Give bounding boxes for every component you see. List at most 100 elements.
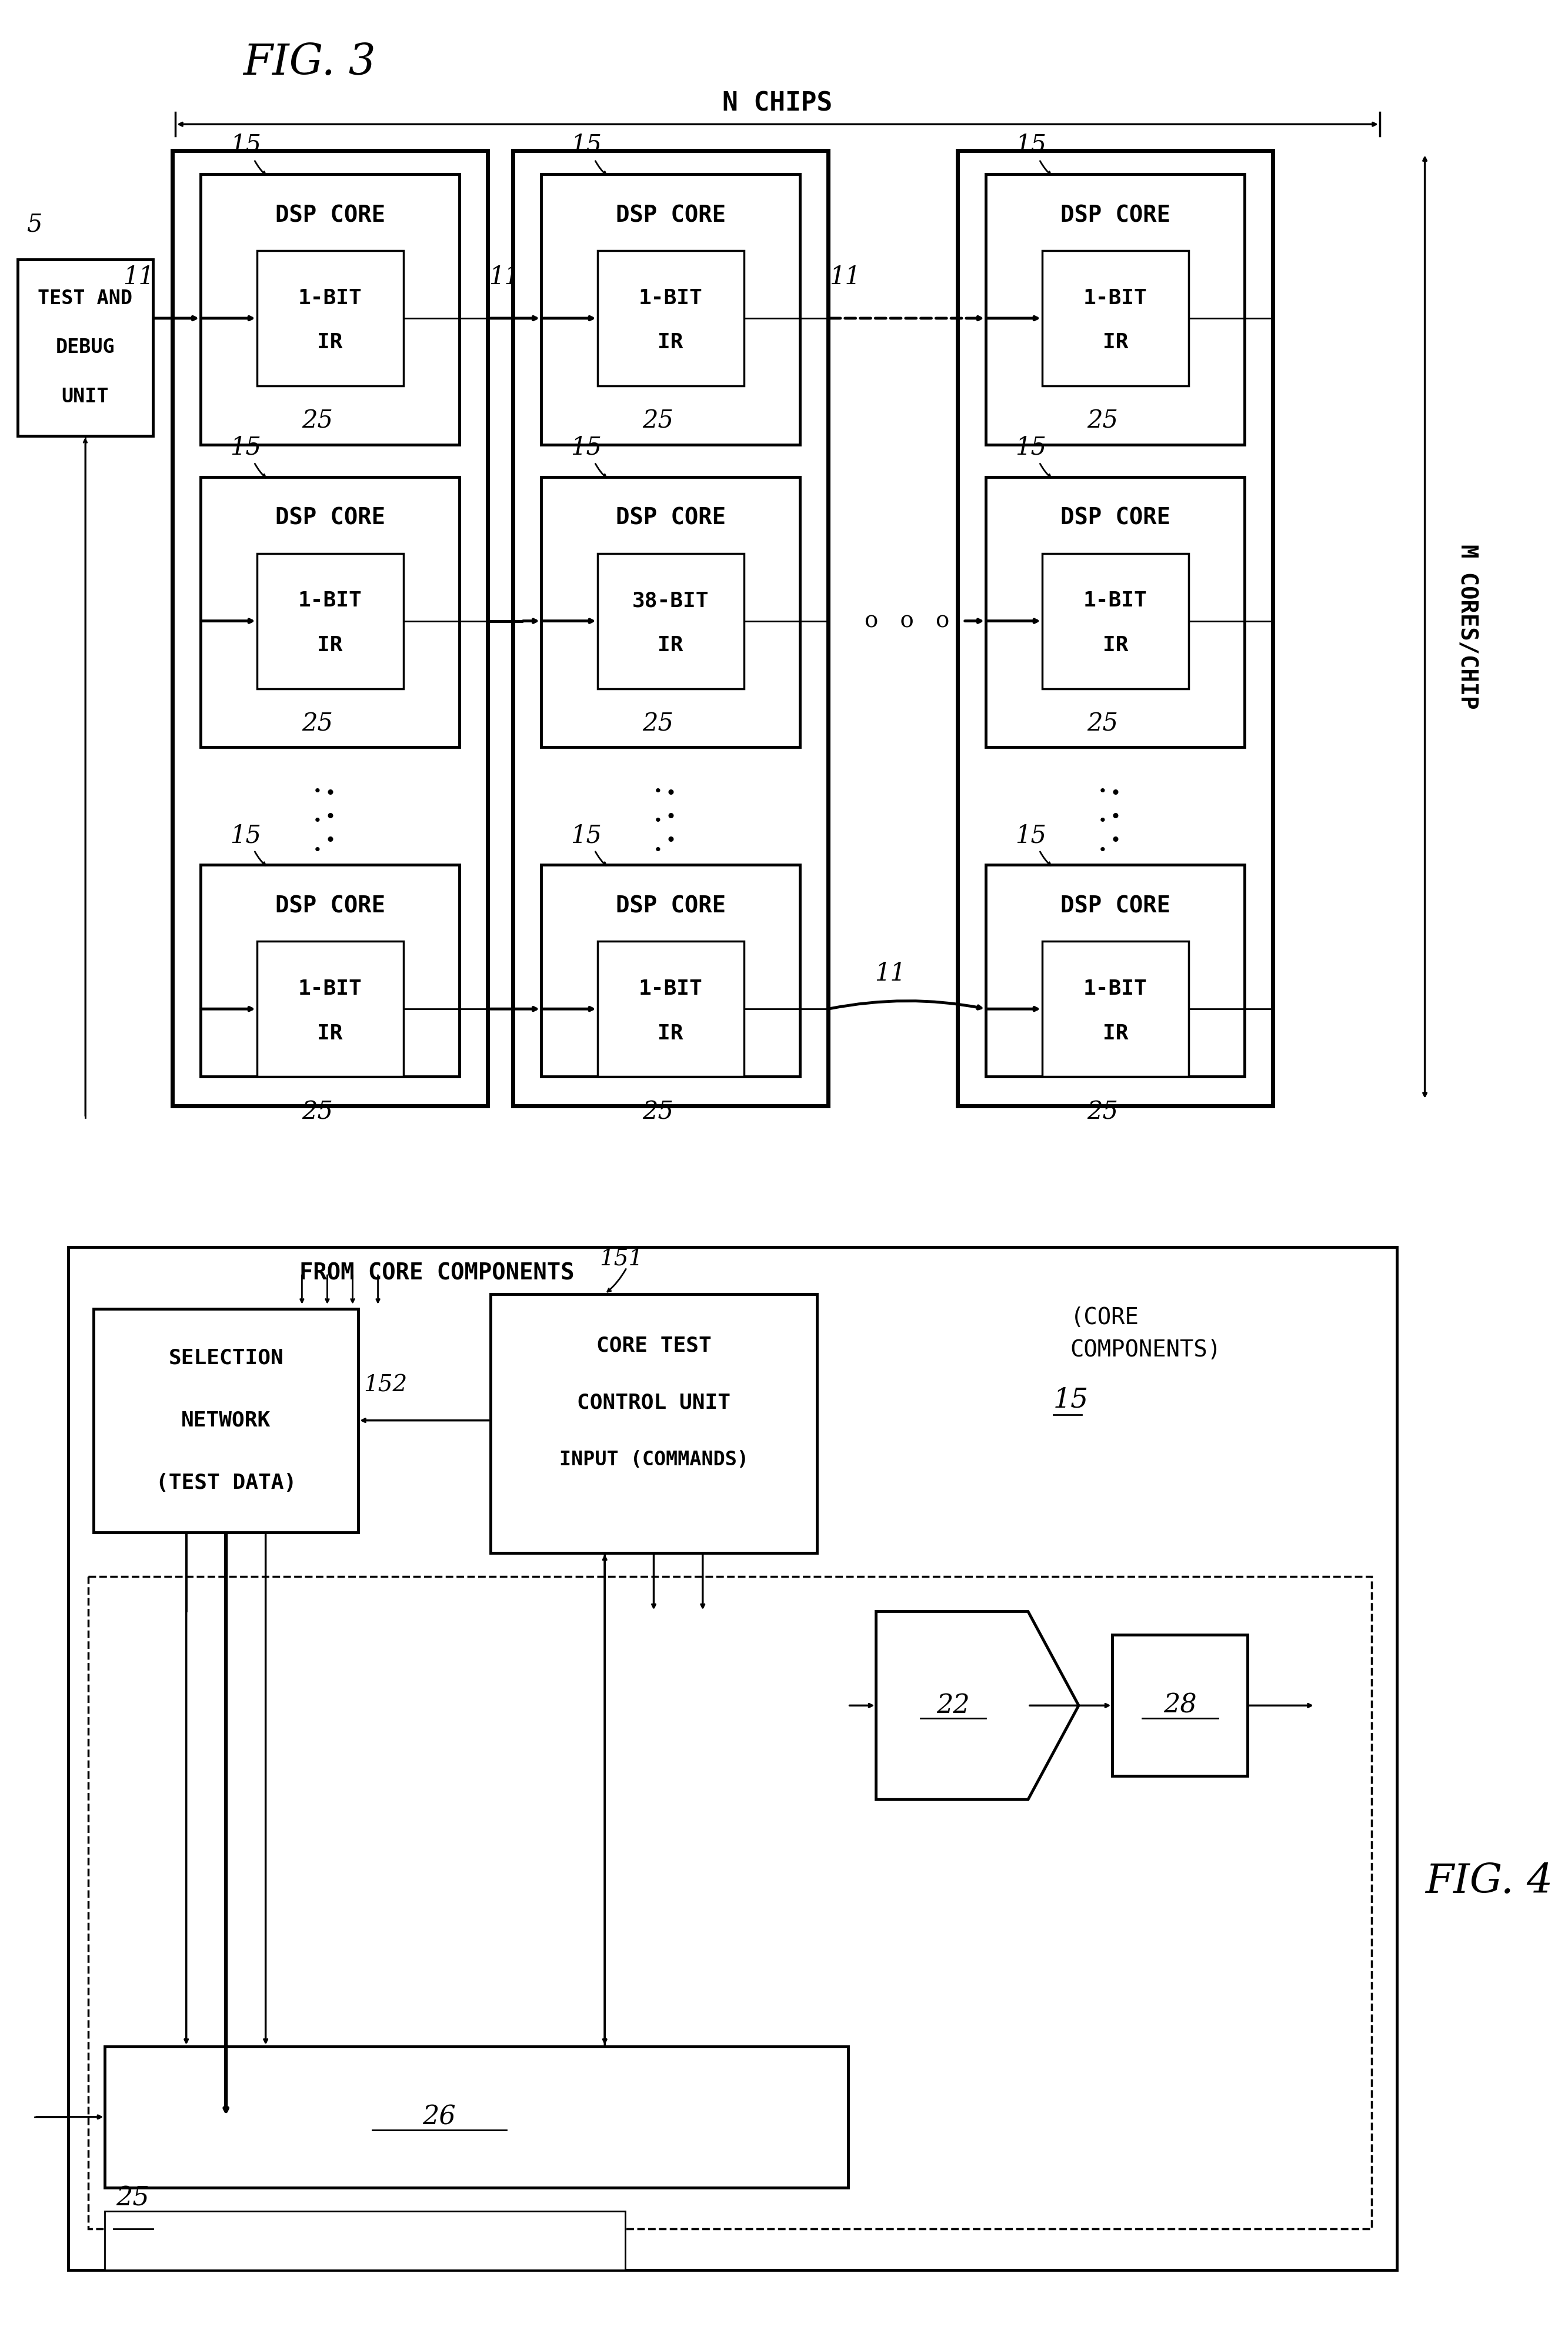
Text: .: . bbox=[323, 811, 337, 848]
Bar bbox=[257, 552, 403, 690]
Text: 1-BIT: 1-BIT bbox=[1083, 289, 1148, 308]
Text: 1-BIT: 1-BIT bbox=[298, 979, 362, 1000]
Text: DSP CORE: DSP CORE bbox=[616, 508, 726, 529]
Text: 25: 25 bbox=[641, 1100, 673, 1123]
Text: 15: 15 bbox=[1054, 1386, 1088, 1414]
Bar bbox=[986, 864, 1245, 1076]
Bar bbox=[257, 941, 403, 1076]
Text: CONTROL UNIT: CONTROL UNIT bbox=[577, 1393, 731, 1412]
Text: 28: 28 bbox=[1163, 1694, 1196, 1717]
Text: .: . bbox=[323, 764, 337, 802]
Text: DSP CORE: DSP CORE bbox=[274, 205, 386, 226]
Bar bbox=[94, 1309, 358, 1533]
Bar bbox=[541, 478, 800, 748]
Text: .: . bbox=[665, 764, 677, 802]
Text: IR: IR bbox=[659, 333, 684, 352]
Text: .: . bbox=[1109, 764, 1121, 802]
Text: .: . bbox=[665, 811, 677, 848]
Bar bbox=[1043, 552, 1189, 690]
Text: 15: 15 bbox=[1014, 133, 1046, 156]
Text: 15: 15 bbox=[571, 133, 602, 156]
Text: M CORES/CHIP: M CORES/CHIP bbox=[1455, 545, 1479, 708]
Text: 15: 15 bbox=[571, 436, 602, 459]
Bar bbox=[541, 175, 800, 445]
Text: 1-BIT: 1-BIT bbox=[1083, 979, 1148, 1000]
Text: .: . bbox=[312, 825, 323, 857]
Text: DSP CORE: DSP CORE bbox=[1060, 205, 1170, 226]
Bar bbox=[986, 175, 1245, 445]
Text: 1-BIT: 1-BIT bbox=[298, 592, 362, 610]
Bar bbox=[257, 252, 403, 387]
Text: 1-BIT: 1-BIT bbox=[638, 289, 702, 308]
Text: 11: 11 bbox=[489, 266, 521, 289]
Text: .: . bbox=[652, 797, 663, 827]
Bar bbox=[201, 864, 459, 1076]
Bar bbox=[105, 2046, 848, 2188]
Text: DSP CORE: DSP CORE bbox=[1060, 895, 1170, 918]
Text: UNIT: UNIT bbox=[61, 387, 108, 408]
Bar bbox=[597, 941, 743, 1076]
Bar bbox=[958, 151, 1273, 1107]
Text: 15: 15 bbox=[230, 436, 262, 459]
Bar bbox=[1112, 1636, 1248, 1775]
Bar bbox=[986, 478, 1245, 748]
Text: 151: 151 bbox=[599, 1249, 643, 1270]
Text: .: . bbox=[323, 788, 337, 825]
Text: 25: 25 bbox=[301, 711, 332, 736]
Bar bbox=[69, 1247, 1397, 2269]
Text: 11: 11 bbox=[124, 266, 154, 289]
Text: 25: 25 bbox=[641, 711, 673, 736]
Bar bbox=[105, 2211, 626, 2269]
Text: .: . bbox=[312, 767, 323, 799]
Bar bbox=[201, 175, 459, 445]
Text: 15: 15 bbox=[571, 822, 602, 848]
Text: IR: IR bbox=[659, 1023, 684, 1044]
Text: 26: 26 bbox=[423, 2104, 456, 2130]
Text: (CORE: (CORE bbox=[1071, 1307, 1138, 1328]
Text: 38-BIT: 38-BIT bbox=[632, 592, 709, 610]
Text: IR: IR bbox=[317, 636, 343, 655]
Text: 25: 25 bbox=[1087, 408, 1118, 433]
Text: .: . bbox=[1109, 811, 1121, 848]
Bar bbox=[491, 1293, 817, 1552]
Text: FROM CORE COMPONENTS: FROM CORE COMPONENTS bbox=[299, 1263, 574, 1284]
Text: DSP CORE: DSP CORE bbox=[616, 205, 726, 226]
Bar bbox=[541, 864, 800, 1076]
Text: .: . bbox=[1098, 767, 1107, 799]
Text: .: . bbox=[312, 797, 323, 827]
Text: .: . bbox=[665, 788, 677, 825]
Text: 25: 25 bbox=[116, 2186, 149, 2211]
Text: IR: IR bbox=[317, 1023, 343, 1044]
Text: INPUT (COMMANDS): INPUT (COMMANDS) bbox=[560, 1449, 748, 1470]
Text: DSP CORE: DSP CORE bbox=[274, 508, 386, 529]
Text: 25: 25 bbox=[301, 1100, 332, 1123]
Text: 11: 11 bbox=[875, 962, 906, 986]
Text: IR: IR bbox=[1102, 636, 1127, 655]
Text: FIG. 4: FIG. 4 bbox=[1425, 1862, 1552, 1901]
Text: CORE TEST: CORE TEST bbox=[596, 1335, 712, 1356]
Text: IR: IR bbox=[1102, 1023, 1127, 1044]
Text: TEST AND: TEST AND bbox=[38, 289, 133, 308]
Text: NETWORK: NETWORK bbox=[182, 1410, 271, 1431]
Text: 5: 5 bbox=[27, 212, 42, 238]
Text: DEBUG: DEBUG bbox=[55, 338, 114, 356]
Text: 25: 25 bbox=[1087, 711, 1118, 736]
Bar bbox=[513, 151, 828, 1107]
Bar bbox=[17, 259, 152, 436]
Text: 15: 15 bbox=[230, 822, 262, 848]
Text: .: . bbox=[652, 767, 663, 799]
Bar bbox=[201, 478, 459, 748]
Text: o   o   o: o o o bbox=[864, 610, 950, 631]
Text: 22: 22 bbox=[936, 1694, 969, 1717]
Text: IR: IR bbox=[659, 636, 684, 655]
Bar bbox=[1043, 941, 1189, 1076]
Text: IR: IR bbox=[317, 333, 343, 352]
Text: 25: 25 bbox=[301, 408, 332, 433]
Text: N CHIPS: N CHIPS bbox=[723, 91, 833, 117]
Bar bbox=[1043, 252, 1189, 387]
Text: 152: 152 bbox=[364, 1375, 408, 1396]
Text: .: . bbox=[652, 825, 663, 857]
Text: SELECTION: SELECTION bbox=[168, 1347, 284, 1368]
Text: 15: 15 bbox=[1014, 436, 1046, 459]
Text: DSP CORE: DSP CORE bbox=[274, 895, 386, 918]
